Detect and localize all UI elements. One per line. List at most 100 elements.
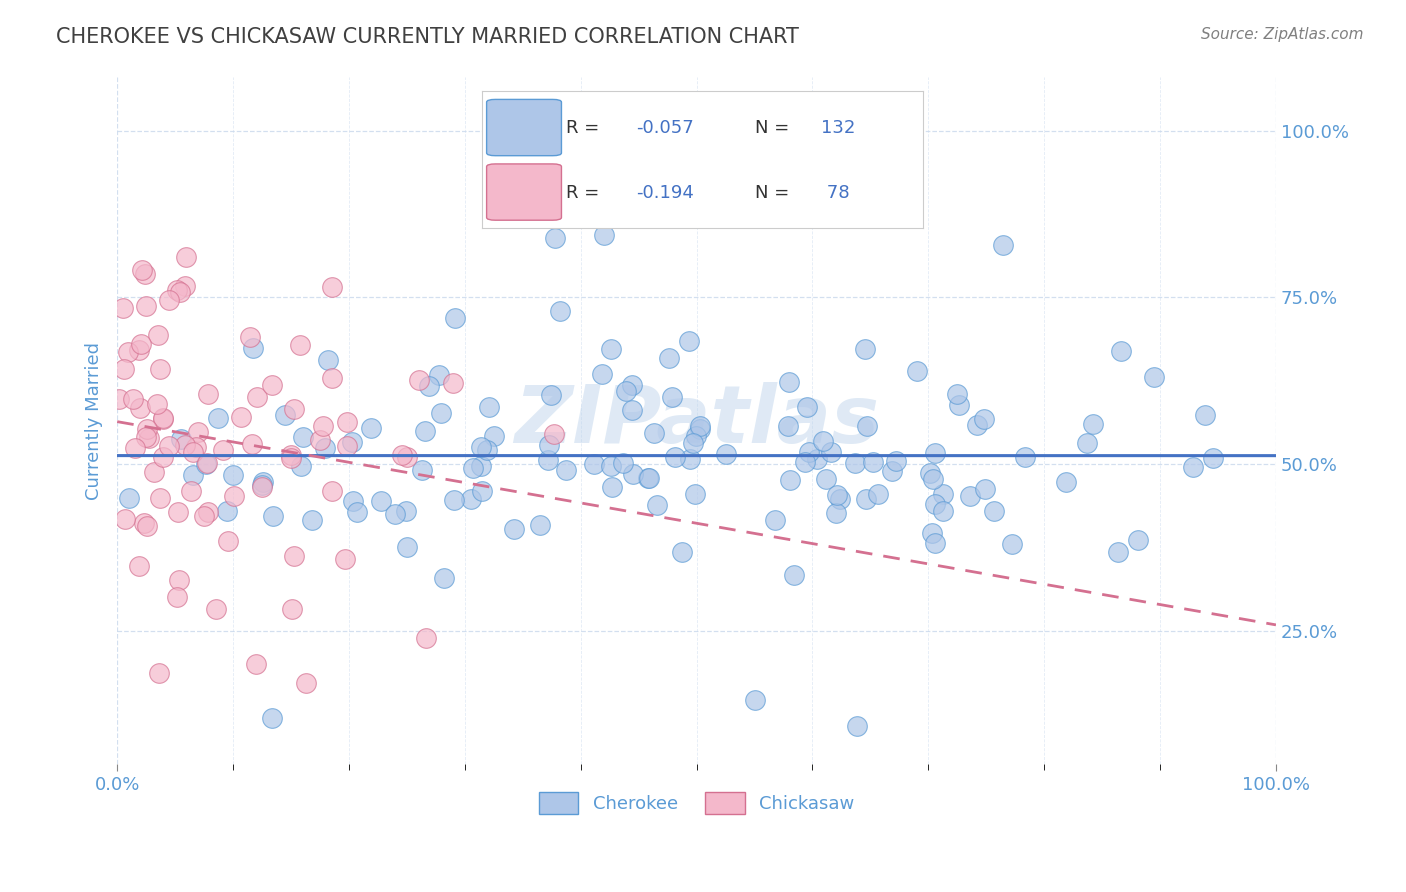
Point xyxy=(477,443,499,458)
Point xyxy=(346,506,368,520)
Point xyxy=(181,467,204,482)
Point xyxy=(661,390,683,404)
Point xyxy=(152,450,174,464)
Point xyxy=(360,421,382,435)
Point xyxy=(309,434,332,448)
Point xyxy=(260,711,283,725)
Point xyxy=(537,438,560,452)
Point xyxy=(138,431,160,445)
Point xyxy=(231,410,253,425)
Point xyxy=(107,392,129,406)
Point xyxy=(314,441,336,455)
Point xyxy=(664,450,686,465)
Point xyxy=(825,488,848,502)
Point xyxy=(167,505,190,519)
Point xyxy=(195,456,218,470)
Point xyxy=(128,343,150,358)
Point xyxy=(868,487,890,501)
Y-axis label: Currently Married: Currently Married xyxy=(86,342,103,500)
Point xyxy=(342,435,364,450)
Point xyxy=(252,480,274,494)
Point xyxy=(689,422,711,436)
Point xyxy=(797,445,820,459)
Point xyxy=(583,457,606,471)
Point xyxy=(974,483,997,497)
Point xyxy=(260,377,283,392)
Point xyxy=(242,437,264,451)
Point xyxy=(471,484,494,499)
Point xyxy=(794,455,817,469)
Point xyxy=(124,442,146,456)
Point xyxy=(616,384,638,399)
Point xyxy=(948,398,970,412)
Point xyxy=(193,508,215,523)
Point xyxy=(1081,417,1104,432)
Point xyxy=(548,304,571,318)
Point xyxy=(478,400,501,414)
Point xyxy=(152,411,174,425)
Point xyxy=(217,534,239,549)
Point xyxy=(779,474,801,488)
Point xyxy=(825,507,848,521)
Point xyxy=(685,429,707,443)
Point xyxy=(207,411,229,425)
Point xyxy=(783,568,806,582)
Text: Source: ZipAtlas.com: Source: ZipAtlas.com xyxy=(1201,27,1364,42)
Point xyxy=(1054,475,1077,489)
Point xyxy=(184,441,207,455)
Point xyxy=(290,337,312,351)
Point xyxy=(443,492,465,507)
Point xyxy=(370,494,392,508)
Point xyxy=(470,459,492,474)
Point xyxy=(856,418,879,433)
Point xyxy=(671,545,693,559)
Point xyxy=(152,412,174,426)
Point xyxy=(292,430,315,444)
Point xyxy=(173,279,195,293)
Point xyxy=(205,601,228,615)
Point xyxy=(918,467,941,481)
Point xyxy=(682,436,704,450)
Point xyxy=(396,540,419,554)
Point xyxy=(1143,369,1166,384)
Point xyxy=(460,492,482,507)
Point xyxy=(187,425,209,439)
Point xyxy=(197,506,219,520)
Point xyxy=(1001,537,1024,551)
Point xyxy=(537,452,560,467)
Point xyxy=(316,352,339,367)
Point xyxy=(905,364,928,378)
Point xyxy=(924,446,946,460)
Point xyxy=(122,392,145,407)
Point xyxy=(922,472,945,486)
Point xyxy=(924,497,946,511)
Point xyxy=(814,472,837,486)
Point xyxy=(128,559,150,574)
Point xyxy=(600,342,623,356)
Point xyxy=(321,371,343,385)
Point xyxy=(844,456,866,470)
Point xyxy=(744,693,766,707)
Point xyxy=(222,467,245,482)
Point xyxy=(441,376,464,390)
Point xyxy=(336,415,359,429)
Point xyxy=(245,657,267,671)
Point xyxy=(529,517,551,532)
Point xyxy=(415,424,437,438)
Point xyxy=(149,491,172,505)
Point xyxy=(430,406,453,420)
Point xyxy=(283,549,305,563)
Point xyxy=(555,463,578,477)
Point xyxy=(991,237,1014,252)
Point xyxy=(924,536,946,550)
Point xyxy=(280,448,302,462)
Point xyxy=(217,504,239,518)
Point xyxy=(502,522,524,536)
Point xyxy=(242,341,264,355)
Point xyxy=(222,489,245,503)
Point xyxy=(811,434,834,449)
Point xyxy=(262,509,284,524)
Point xyxy=(148,666,170,681)
Point xyxy=(776,418,799,433)
Point xyxy=(321,279,343,293)
